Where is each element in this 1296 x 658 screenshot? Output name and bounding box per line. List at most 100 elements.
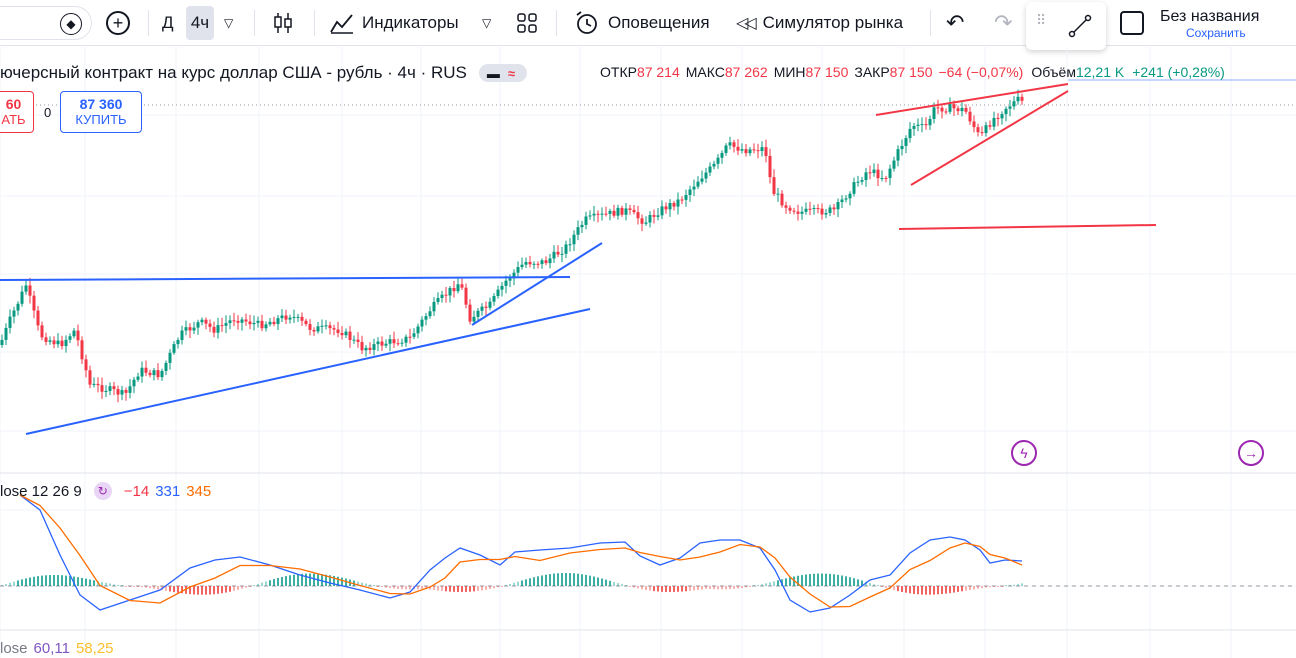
- buy-button[interactable]: 87 360 КУПИТЬ: [60, 91, 142, 133]
- histogram-bar: [881, 586, 883, 587]
- candle-body: [400, 342, 404, 344]
- symbol-search-tail[interactable]: ◆: [0, 6, 92, 40]
- histogram-bar: [525, 579, 527, 586]
- scroll-to-realtime-button[interactable]: →: [1238, 440, 1264, 466]
- histogram-bar: [765, 583, 767, 586]
- candle-body: [244, 319, 248, 322]
- layouts-button[interactable]: [516, 6, 538, 40]
- refresh-icon[interactable]: ↻: [93, 482, 112, 500]
- histogram-bar: [617, 583, 619, 586]
- histogram-bar: [481, 586, 483, 591]
- candle-body: [684, 195, 688, 200]
- histogram-bar: [393, 586, 395, 589]
- candle-body: [976, 127, 980, 133]
- candle-body: [960, 107, 964, 112]
- trendline-level-red[interactable]: [898, 224, 1157, 230]
- histogram-bar: [125, 586, 127, 587]
- candle-body: [652, 215, 656, 217]
- candle-body: [628, 208, 632, 210]
- histogram-bar: [877, 585, 879, 586]
- histogram-bar: [341, 577, 343, 586]
- interval-day-button[interactable]: Д: [162, 6, 174, 40]
- histogram-bar: [993, 586, 995, 587]
- candle-body: [16, 303, 20, 311]
- histogram-bar: [513, 582, 515, 586]
- candle-body: [520, 264, 524, 268]
- candle-body: [832, 207, 836, 210]
- rewind-icon: ◁◁: [736, 15, 757, 32]
- redo-button[interactable]: ↷: [994, 6, 1012, 40]
- candle-body: [756, 150, 760, 152]
- candle-body: [304, 320, 308, 325]
- interval-4h-button[interactable]: 4ч: [186, 6, 214, 40]
- histogram-bar: [753, 585, 755, 586]
- histogram-bar: [789, 577, 791, 586]
- candle-body: [564, 244, 568, 254]
- layout-name-block[interactable]: Без названия Сохранить: [1160, 8, 1280, 40]
- histogram-bar: [497, 586, 499, 588]
- alerts-button[interactable]: Оповещения: [574, 6, 710, 40]
- arrow-right-icon: →: [1244, 445, 1258, 461]
- eye-toggle-icon[interactable]: ▬ ≈: [478, 64, 527, 82]
- histogram-bar: [677, 586, 679, 592]
- histogram-bar: [685, 586, 687, 592]
- histogram-bar: [53, 575, 55, 586]
- chart-type-button[interactable]: [272, 6, 294, 40]
- candle-body: [452, 288, 456, 292]
- candle-body: [92, 383, 96, 385]
- symbol-title: ючерсный контракт на курс доллар США - р…: [0, 63, 467, 82]
- compare-button[interactable]: +: [106, 6, 130, 40]
- spread-value: 0: [44, 105, 52, 120]
- save-link[interactable]: Сохранить: [1186, 26, 1246, 40]
- candle-body: [932, 107, 936, 119]
- histogram-bar: [737, 586, 739, 589]
- undo-button[interactable]: ↶: [946, 6, 964, 40]
- interval-dropdown[interactable]: ▽: [224, 6, 233, 40]
- candle-body: [560, 253, 564, 255]
- histogram-bar: [1, 585, 3, 586]
- histogram-bar: [5, 584, 7, 586]
- replay-button[interactable]: ◁◁ Симулятор рынка: [736, 6, 903, 40]
- histogram-bar: [549, 574, 551, 586]
- histogram-bar: [597, 577, 599, 586]
- candle-body: [52, 340, 56, 345]
- sell-button[interactable]: 60 АТЬ: [0, 91, 34, 133]
- drag-handle-icon[interactable]: ⠿: [1036, 12, 1047, 28]
- histogram-bar: [1005, 585, 1007, 586]
- candle-body: [364, 347, 368, 351]
- candle-body: [500, 285, 504, 290]
- candle-body: [696, 181, 700, 187]
- indicators-dropdown[interactable]: ▽: [482, 6, 491, 40]
- rsi-legend: lose 60,11 58,25: [0, 640, 114, 657]
- volume-change: +241 (+0,28%): [1132, 64, 1225, 80]
- layout-checkbox[interactable]: [1120, 6, 1144, 40]
- trendline-resistance-red[interactable]: [875, 83, 1069, 116]
- histogram-bar: [409, 586, 411, 590]
- candle-body: [296, 316, 300, 318]
- trendline-horizontal-blue[interactable]: [0, 276, 571, 281]
- trendline-channel-blue[interactable]: [471, 242, 603, 326]
- histogram-bar: [185, 586, 187, 594]
- indicators-button[interactable]: Индикаторы: [330, 6, 459, 40]
- candle-body: [152, 370, 156, 376]
- candle-body: [208, 323, 212, 327]
- candle-body: [192, 327, 196, 331]
- candle-body: [204, 319, 208, 324]
- histogram-bar: [573, 573, 575, 586]
- candle-body: [572, 234, 576, 245]
- histogram-bar: [65, 575, 67, 586]
- trendline-tool-icon[interactable]: [1066, 12, 1094, 40]
- histogram-bar: [1017, 584, 1019, 586]
- symbol-search-box[interactable]: ◆: [0, 6, 92, 40]
- drawing-toolbar-float[interactable]: ⠿: [1026, 2, 1106, 50]
- trendline-support-blue[interactable]: [25, 308, 591, 435]
- histogram-bar: [865, 581, 867, 586]
- candle-body: [712, 163, 716, 167]
- price-chart[interactable]: [0, 47, 1296, 658]
- trendline-support-red[interactable]: [910, 90, 1069, 186]
- histogram-bar: [949, 586, 951, 594]
- candle-body: [232, 320, 236, 322]
- lightning-button[interactable]: ϟ: [1011, 440, 1037, 466]
- candle-body: [268, 321, 272, 325]
- candle-body: [1020, 96, 1024, 101]
